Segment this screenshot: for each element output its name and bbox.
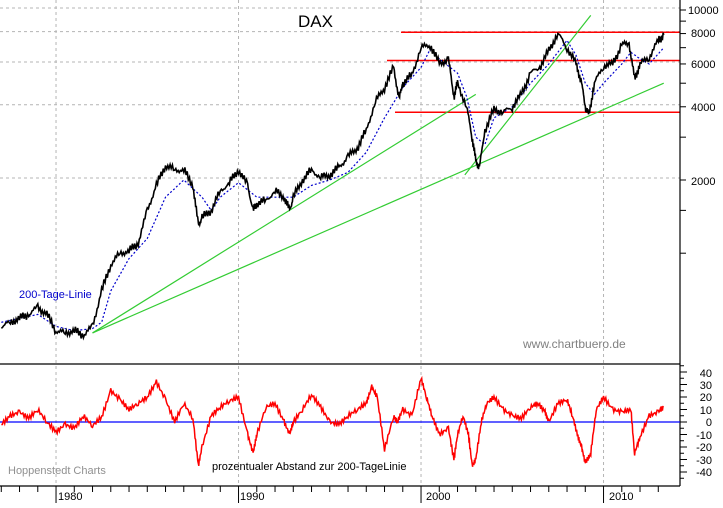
source-label: Hoppenstedt Charts bbox=[8, 465, 106, 477]
osc-label: -10 bbox=[696, 430, 712, 442]
resistance-lines bbox=[387, 31, 680, 113]
ma-200-line bbox=[1, 39, 665, 332]
ma-legend-label: 200-Tage-Linie bbox=[19, 289, 92, 301]
osc-label: -20 bbox=[696, 442, 712, 454]
osc-label: 10 bbox=[700, 405, 712, 417]
trendline bbox=[464, 15, 592, 176]
osc-label: 40 bbox=[700, 368, 712, 380]
oscillator-axis-labels: 40 30 20 10 0 -10 -20 -30 -40 bbox=[696, 368, 712, 479]
trendline bbox=[92, 82, 664, 334]
y-label-2000: 2000 bbox=[691, 176, 715, 188]
oscillator-label: prozentualer Abstand zur 200-TageLinie bbox=[212, 461, 406, 473]
x-label-1980: 1980 bbox=[58, 491, 82, 503]
oscillator-line bbox=[1, 375, 664, 467]
osc-label: -30 bbox=[696, 455, 712, 467]
y-label-6000: 6000 bbox=[691, 59, 715, 71]
y-label-8000: 8000 bbox=[691, 28, 715, 40]
time-axis-ticks bbox=[0, 486, 659, 503]
y-label-10000: 10000 bbox=[688, 5, 719, 17]
osc-label: 20 bbox=[700, 392, 712, 404]
x-label-1990: 1990 bbox=[240, 491, 264, 503]
trendline bbox=[92, 93, 477, 334]
oscillator-axis-ticks bbox=[680, 365, 687, 479]
watermark: www.chartbuero.de bbox=[522, 337, 626, 351]
x-label-2010: 2010 bbox=[609, 491, 633, 503]
osc-label: 30 bbox=[700, 380, 712, 392]
trendlines bbox=[92, 15, 664, 334]
dax-price-line bbox=[0, 32, 665, 341]
chart-title: DAX bbox=[298, 12, 333, 31]
x-label-2000: 2000 bbox=[426, 491, 450, 503]
y-label-4000: 4000 bbox=[691, 102, 715, 114]
price-axis-ticks bbox=[680, 9, 686, 254]
osc-label: 0 bbox=[706, 417, 712, 429]
osc-label: -40 bbox=[696, 467, 712, 479]
